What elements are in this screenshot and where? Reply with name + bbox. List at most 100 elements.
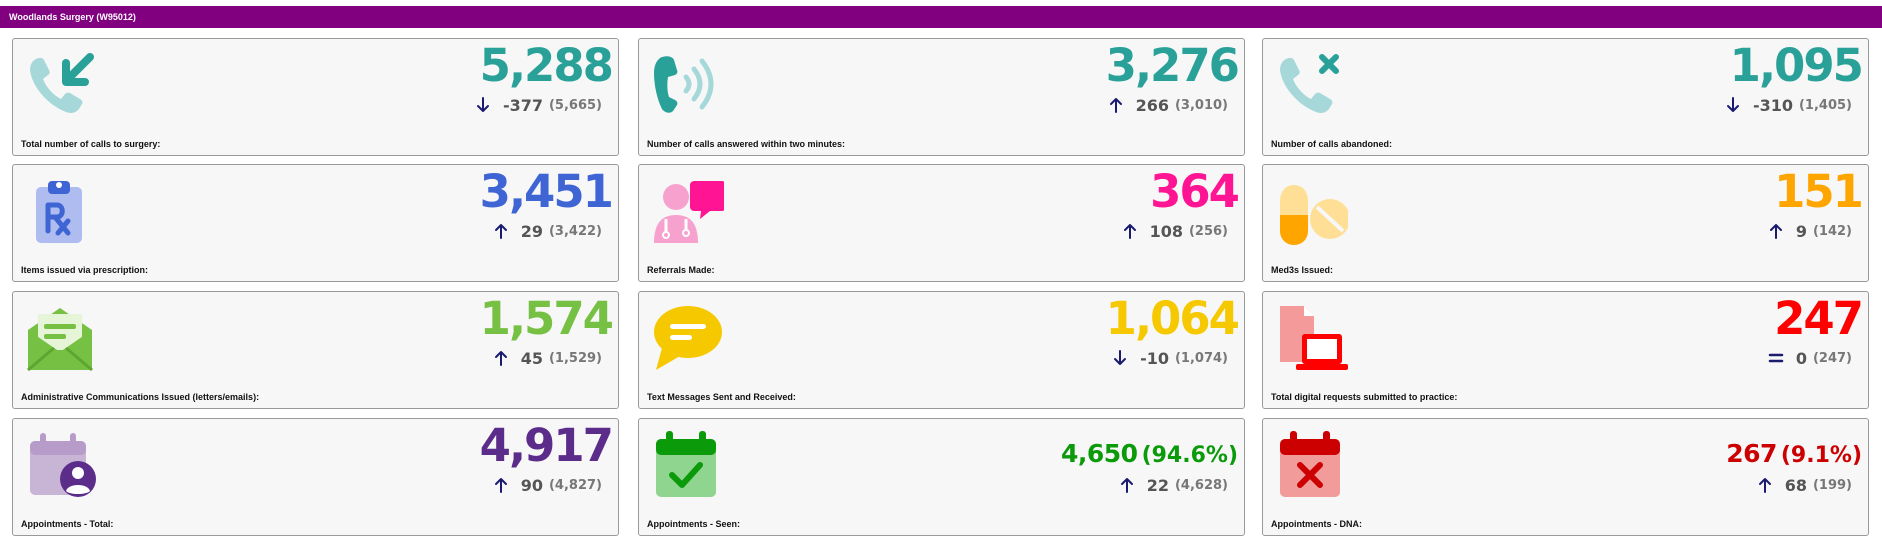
stat-card: 3,451 29 (3,422) Items issued via prescript… bbox=[12, 164, 619, 282]
arrow-up-icon bbox=[1766, 221, 1786, 241]
stat-change: 9 (142) bbox=[1766, 221, 1852, 241]
stat-card: 267 (9.1%) 68 (199) Appointments - DNA: bbox=[1262, 418, 1869, 536]
stat-previous-value: (1,405) bbox=[1798, 97, 1852, 113]
stat-card: 4,650 (94.6%) 22 (4,628) Appointments - Seen… bbox=[638, 418, 1245, 536]
stat-change-value: 108 bbox=[1149, 221, 1183, 241]
arrow-down-icon bbox=[473, 95, 493, 115]
arrow-up-icon bbox=[491, 348, 511, 368]
stat-label: Items issued via prescription: bbox=[21, 265, 149, 275]
stat-card: 1,064 -10 (1,074) Text Messages Sent and Re… bbox=[638, 291, 1245, 409]
arrow-down-icon bbox=[1110, 348, 1130, 368]
stat-card: 3,276 266 (3,010) Number of calls answered … bbox=[638, 38, 1245, 156]
stat-previous-value: (247) bbox=[1812, 350, 1852, 366]
stat-value-number: 247 bbox=[1774, 292, 1864, 345]
stat-card: 4,917 90 (4,827) Appointments - Total: bbox=[12, 418, 619, 536]
doctor-speech-icon bbox=[648, 173, 724, 247]
stat-change: -10 (1,074) bbox=[1110, 348, 1228, 368]
stat-change-value: -377 bbox=[502, 95, 543, 115]
stat-label: Total digital requests submitted to prac… bbox=[1271, 392, 1458, 402]
laptop-document-icon bbox=[1272, 300, 1348, 374]
stat-value-number: 5,288 bbox=[479, 39, 614, 92]
stat-change: 266 (3,010) bbox=[1106, 95, 1228, 115]
stat-card: 364 108 (256) Referrals Made: bbox=[638, 164, 1245, 282]
stat-change: -377 (5,665) bbox=[473, 95, 602, 115]
stat-change: 68 (199) bbox=[1755, 475, 1852, 495]
stat-previous-value: (199) bbox=[1812, 477, 1852, 493]
calendar-cross-icon bbox=[1272, 427, 1348, 501]
arrow-down-icon bbox=[1723, 95, 1743, 115]
equals-icon bbox=[1766, 348, 1786, 368]
phone-cancelled-icon bbox=[1272, 47, 1348, 121]
stat-value: 1,574 bbox=[480, 294, 614, 344]
stat-previous-value: (5,665) bbox=[548, 97, 602, 113]
stat-change-value: 68 bbox=[1784, 475, 1807, 495]
chat-bubble-icon bbox=[648, 300, 724, 374]
phone-incoming-icon bbox=[22, 47, 98, 121]
stat-value: 4,650 (94.6%) bbox=[1061, 438, 1238, 472]
stat-value: 267 (9.1%) bbox=[1726, 438, 1862, 472]
stat-label: Appointments - Seen: bbox=[647, 519, 741, 529]
stat-change-value: 9 bbox=[1795, 221, 1807, 241]
stat-previous-value: (3,010) bbox=[1174, 97, 1228, 113]
stat-value: 4,917 bbox=[480, 421, 614, 471]
stat-previous-value: (4,628) bbox=[1174, 477, 1228, 493]
arrow-up-icon bbox=[1755, 475, 1775, 495]
calendar-check-icon bbox=[648, 427, 724, 501]
stat-value-number: 4,650 bbox=[1060, 439, 1138, 468]
stat-value-percentage: (94.6%) bbox=[1141, 443, 1238, 468]
stat-value: 3,451 bbox=[479, 165, 614, 218]
stat-value: 151 bbox=[1774, 165, 1864, 218]
stat-change-value: -310 bbox=[1752, 95, 1793, 115]
pills-icon bbox=[1272, 173, 1348, 247]
stat-value: 247 bbox=[1774, 292, 1864, 345]
stat-value-number: 1,095 bbox=[1729, 39, 1864, 92]
stat-card: 151 9 (142) Med3s Issued: bbox=[1262, 164, 1869, 282]
stat-change: 0 (247) bbox=[1766, 348, 1852, 368]
stat-value: 5,288 bbox=[479, 39, 614, 92]
open-envelope-icon bbox=[22, 300, 98, 374]
stat-label: Number of calls answered within two minu… bbox=[647, 139, 846, 149]
stat-value: 364 bbox=[1150, 167, 1240, 217]
stat-label: Total number of calls to surgery: bbox=[21, 139, 161, 149]
prescription-clipboard-icon bbox=[22, 173, 98, 247]
stat-change-value: 266 bbox=[1135, 95, 1169, 115]
stat-label: Administrative Communications Issued (le… bbox=[21, 392, 260, 402]
stat-label: Med3s Issued: bbox=[1271, 265, 1334, 275]
stat-previous-value: (4,827) bbox=[548, 477, 602, 493]
stat-previous-value: (1,529) bbox=[548, 350, 602, 366]
stat-value: 1,064 bbox=[1105, 292, 1240, 345]
phone-ringing-icon bbox=[648, 47, 724, 121]
stat-value-number: 151 bbox=[1774, 165, 1864, 218]
stat-value-number: 267 bbox=[1726, 439, 1777, 468]
stat-change-value: -10 bbox=[1140, 348, 1169, 368]
stat-change-value: 90 bbox=[520, 475, 543, 495]
stat-value: 3,276 bbox=[1105, 39, 1240, 92]
stat-previous-value: (142) bbox=[1812, 223, 1852, 239]
stat-card: 1,095 -310 (1,405) Number of calls abandone… bbox=[1262, 38, 1869, 156]
stat-change: 108 (256) bbox=[1120, 221, 1228, 241]
stat-card: 1,574 45 (1,529) Administrative Communicati… bbox=[12, 291, 619, 409]
stat-label: Appointments - DNA: bbox=[1271, 519, 1362, 529]
stat-change-value: 45 bbox=[520, 348, 543, 368]
arrow-up-icon bbox=[491, 221, 511, 241]
stat-card: 5,288 -377 (5,665) Total number of calls to… bbox=[12, 38, 619, 156]
arrow-up-icon bbox=[1120, 221, 1140, 241]
stat-change-value: 29 bbox=[520, 221, 543, 241]
practice-title: Woodlands Surgery (W95012) bbox=[9, 12, 136, 22]
arrow-up-icon bbox=[491, 475, 511, 495]
stat-value: 1,095 bbox=[1729, 39, 1864, 92]
stat-previous-value: (3,422) bbox=[548, 223, 602, 239]
stat-previous-value: (1,074) bbox=[1174, 350, 1228, 366]
stats-grid: 5,288 -377 (5,665) Total number of calls to… bbox=[12, 38, 1869, 536]
stat-value-number: 1,064 bbox=[1105, 292, 1240, 345]
arrow-up-icon bbox=[1106, 95, 1126, 115]
stat-label: Text Messages Sent and Received: bbox=[647, 392, 796, 402]
stat-value-number: 3,451 bbox=[479, 165, 614, 218]
stat-value-number: 3,276 bbox=[1105, 39, 1240, 92]
stat-value-percentage: (9.1%) bbox=[1780, 443, 1862, 468]
stat-change: -310 (1,405) bbox=[1723, 95, 1852, 115]
stat-change: 45 (1,529) bbox=[491, 348, 602, 368]
stat-previous-value: (256) bbox=[1188, 223, 1228, 239]
stat-change: 22 (4,628) bbox=[1117, 475, 1228, 495]
stat-label: Number of calls abandoned: bbox=[1271, 139, 1393, 149]
